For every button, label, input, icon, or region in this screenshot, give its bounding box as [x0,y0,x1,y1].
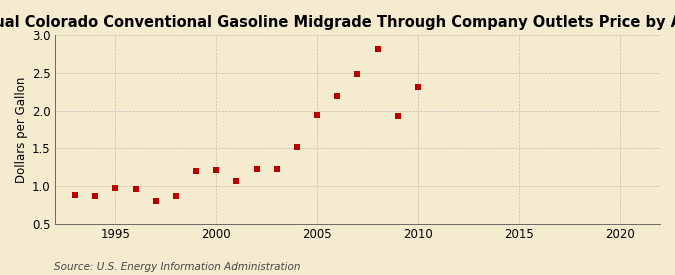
Point [292,145,302,149]
Point [271,167,282,172]
Point [211,168,221,172]
Point [231,179,242,184]
Point [392,114,403,118]
Y-axis label: Dollars per Gallon: Dollars per Gallon [15,76,28,183]
Title: Annual Colorado Conventional Gasoline Midgrade Through Company Outlets Price by : Annual Colorado Conventional Gasoline Mi… [0,15,675,30]
Point [412,85,423,89]
Point [130,187,141,191]
Point [110,186,121,190]
Text: Source: U.S. Energy Information Administration: Source: U.S. Energy Information Administ… [54,262,300,272]
Point [191,169,202,173]
Point [251,167,262,172]
Point [312,113,323,117]
Point [332,94,343,98]
Point [90,194,101,198]
Point [70,193,80,197]
Point [171,194,182,198]
Point [352,72,363,77]
Point [372,47,383,51]
Point [151,199,161,203]
